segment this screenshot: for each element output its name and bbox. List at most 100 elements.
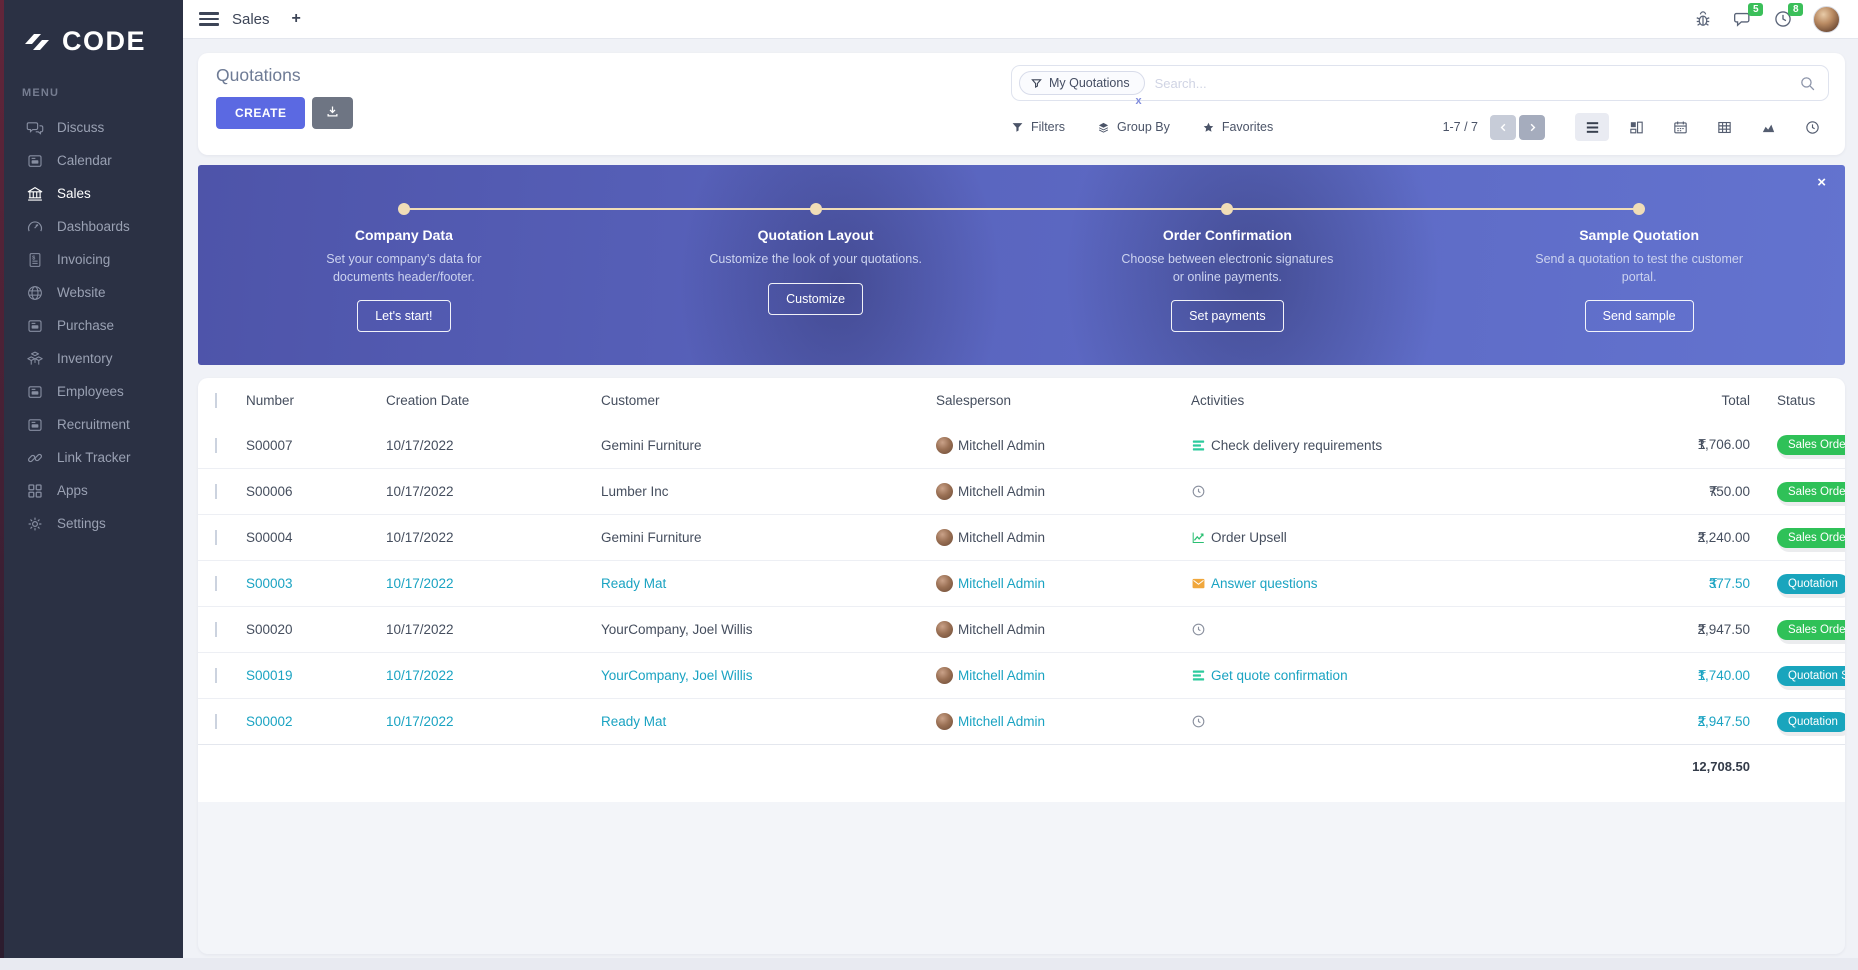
topbar-app-title[interactable]: Sales <box>232 10 270 28</box>
activities-count-badge: 8 <box>1788 3 1803 16</box>
activity-chart-icon[interactable] <box>1191 530 1206 545</box>
banner-close-icon[interactable]: × <box>1817 174 1826 191</box>
list-controls-row: Filters Group By Favorites 1-7 / 7 <box>1011 113 1829 141</box>
table-row[interactable]: S00003 10/17/2022 Ready Mat Mitchell Admin A… <box>198 560 1845 606</box>
view-switcher <box>1575 113 1829 141</box>
sidebar-item-recruitment[interactable]: Recruitment <box>0 408 183 441</box>
user-avatar[interactable] <box>1813 5 1840 33</box>
topbar: Sales + 5 8 <box>183 0 1858 39</box>
column-header-activities[interactable]: Activities <box>1191 392 1245 408</box>
table-row[interactable]: S00020 10/17/2022 YourCompany, Joel Willis… <box>198 606 1845 652</box>
sidebar-item-settings[interactable]: Settings <box>0 507 183 540</box>
group-by-button[interactable]: Group By <box>1097 120 1170 134</box>
cell-number[interactable]: S00020 <box>246 622 293 637</box>
cell-activity-label[interactable]: Answer questions <box>1211 576 1318 591</box>
table-row[interactable]: S00002 10/17/2022 Ready Mat Mitchell Admin ₹… <box>198 698 1845 744</box>
cell-number[interactable]: S00004 <box>246 530 293 545</box>
row-checkbox[interactable] <box>215 668 217 683</box>
sidebar-item-calendar[interactable]: Calendar <box>0 144 183 177</box>
sidebar-item-website[interactable]: Website <box>0 276 183 309</box>
table-row[interactable]: S00004 10/17/2022 Gemini Furniture Mitchell… <box>198 514 1845 560</box>
cell-activity-label[interactable]: Check delivery requirements <box>1211 437 1383 453</box>
add-tab-button[interactable]: + <box>291 10 301 27</box>
favorites-button[interactable]: Favorites <box>1202 120 1273 134</box>
row-checkbox[interactable] <box>215 484 217 499</box>
view-list-button[interactable] <box>1575 113 1609 141</box>
step-action-button[interactable]: Send sample <box>1584 300 1694 332</box>
export-button[interactable] <box>312 97 354 129</box>
cell-number[interactable]: S00019 <box>246 668 293 683</box>
column-header-customer[interactable]: Customer <box>601 392 660 408</box>
row-checkbox[interactable] <box>215 530 217 545</box>
hamburger-menu-icon[interactable] <box>199 12 219 26</box>
sidebar-item-inventory[interactable]: Inventory <box>0 342 183 375</box>
cell-customer: Gemini Furniture <box>601 437 702 453</box>
cell-status: Quotation Sent <box>1756 665 1845 686</box>
salesperson-avatar <box>936 436 953 454</box>
cell-number[interactable]: S00003 <box>246 576 293 591</box>
step-description: Choose between electronic signatures or … <box>1121 252 1334 284</box>
sidebar-item-invoicing[interactable]: $ Invoicing <box>0 243 183 276</box>
step-action-button[interactable]: Customize <box>768 282 864 315</box>
step-description: Set your company's data for documents he… <box>326 252 482 284</box>
column-header-status[interactable]: Status <box>1777 392 1816 408</box>
pagination-prev-button[interactable] <box>1490 114 1516 140</box>
search-facet-my-quotations[interactable]: My Quotations x <box>1019 71 1145 107</box>
cell-salesperson: Mitchell Admin <box>958 530 1046 545</box>
cell-number[interactable]: S00002 <box>246 714 293 729</box>
step-action-button[interactable]: Let's start! <box>357 300 451 332</box>
facet-remove-icon[interactable]: x <box>1135 95 1142 107</box>
row-checkbox[interactable] <box>215 437 217 453</box>
row-checkbox[interactable] <box>215 576 217 591</box>
step-action-button[interactable]: Set payments <box>1171 300 1284 332</box>
table-row[interactable]: S00006 10/17/2022 Lumber Inc Mitchell Admin… <box>198 468 1845 514</box>
select-all-checkbox[interactable] <box>215 392 217 408</box>
sidebar-item-purchase[interactable]: Purchase <box>0 309 183 342</box>
sidebar-item-discuss[interactable]: Discuss <box>0 111 183 144</box>
view-kanban-button[interactable] <box>1619 113 1653 141</box>
table-row[interactable]: S00007 10/17/2022 Gemini Furniture Mitchell… <box>198 422 1845 468</box>
filters-button[interactable]: Filters <box>1011 120 1065 134</box>
row-checkbox[interactable] <box>215 714 217 729</box>
messages-icon[interactable]: 5 <box>1733 3 1763 29</box>
cell-total: ₹2,947.50 <box>1697 713 1750 729</box>
activity-clock-icon[interactable] <box>1191 484 1206 499</box>
view-activity-button[interactable] <box>1795 113 1829 141</box>
activity-tasks-icon[interactable] <box>1191 438 1206 453</box>
view-calendar-button[interactable] <box>1663 113 1697 141</box>
activity-clock-icon[interactable] <box>1191 622 1206 637</box>
activity-mail-icon[interactable] <box>1191 576 1206 591</box>
column-header-number[interactable]: Number <box>246 392 295 408</box>
cell-activity-label[interactable]: Order Upsell <box>1211 530 1287 545</box>
sidebar-item-apps[interactable]: Apps <box>0 474 183 507</box>
cell-status: Sales Order <box>1756 481 1845 502</box>
view-graph-button[interactable] <box>1751 113 1785 141</box>
column-header-creation-date[interactable]: Creation Date <box>386 392 470 408</box>
sidebar-item-dashboards[interactable]: Dashboards <box>0 210 183 243</box>
create-button[interactable]: CREATE <box>216 97 306 129</box>
sidebar-item-link-tracker[interactable]: Link Tracker <box>0 441 183 474</box>
board-icon <box>26 416 44 434</box>
view-pivot-button[interactable] <box>1707 113 1741 141</box>
activities-clock-icon[interactable]: 8 <box>1773 3 1803 29</box>
sidebar-item-sales[interactable]: Sales <box>0 177 183 210</box>
table-row[interactable]: S00019 10/17/2022 YourCompany, Joel Willis… <box>198 652 1845 698</box>
cell-number[interactable]: S00006 <box>246 484 293 499</box>
brand-logo[interactable]: CODE <box>0 0 183 87</box>
currency-symbol: ₹ <box>1697 529 1707 545</box>
step-dot <box>1633 203 1646 215</box>
cell-number[interactable]: S00007 <box>246 437 293 453</box>
pagination-next-button[interactable] <box>1519 114 1545 140</box>
row-checkbox[interactable] <box>215 622 217 637</box>
column-header-salesperson[interactable]: Salesperson <box>936 392 1012 408</box>
activity-tasks-icon[interactable] <box>1191 668 1206 683</box>
activity-clock-icon[interactable] <box>1191 714 1206 729</box>
search-input[interactable] <box>1144 75 1799 91</box>
cell-activity-label[interactable]: Get quote confirmation <box>1211 668 1348 683</box>
search-bar[interactable]: My Quotations x <box>1011 65 1829 107</box>
sidebar-item-employees[interactable]: Employees <box>0 375 183 408</box>
column-header-total[interactable]: Total <box>1721 392 1750 408</box>
debug-bug-icon[interactable] <box>1693 9 1713 29</box>
search-icon[interactable] <box>1799 75 1816 92</box>
sidebar-item-label: Employees <box>57 384 124 399</box>
